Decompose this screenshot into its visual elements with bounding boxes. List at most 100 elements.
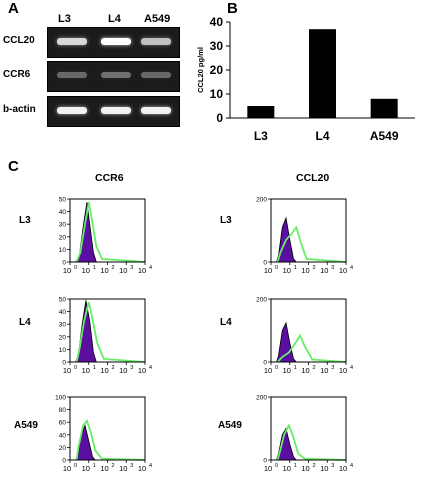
hist-x-tick-exponent: 0 bbox=[275, 265, 278, 271]
bar-y-tick-label: 20 bbox=[210, 63, 224, 77]
gel-band bbox=[57, 107, 87, 114]
hist-y-tick-label: 40 bbox=[59, 209, 67, 216]
hist-x-tick-label: 10 bbox=[82, 366, 90, 375]
hist-x-tick-label: 10 bbox=[82, 464, 90, 473]
hist-x-tick-exponent: 1 bbox=[294, 463, 297, 469]
hist-y-tick-label: 40 bbox=[59, 309, 67, 316]
bar-category-label: A549 bbox=[370, 129, 399, 143]
bar-y-tick-label: 30 bbox=[210, 39, 224, 53]
column-title-ccr6: CCR6 bbox=[95, 172, 124, 184]
hist-x-tick-exponent: 1 bbox=[294, 265, 297, 271]
hist-x-tick-exponent: 0 bbox=[74, 365, 77, 371]
gel-row-label-ccl20: CCL20 bbox=[3, 35, 35, 46]
hist-y-tick-label: 30 bbox=[59, 222, 67, 229]
stained-histogram bbox=[75, 419, 146, 461]
bar-y-tick-label: 40 bbox=[210, 15, 224, 29]
lane-label-l3: L3 bbox=[58, 13, 71, 25]
hist-x-tick-label: 10 bbox=[283, 464, 291, 473]
hist-x-tick-label: 10 bbox=[283, 366, 291, 375]
gel-row-label-b-actin: b-actin bbox=[3, 104, 36, 115]
hist-x-tick-exponent: 1 bbox=[294, 365, 297, 371]
hist-x-tick-label: 10 bbox=[63, 464, 71, 473]
hist-row-label-l3-right: L3 bbox=[220, 215, 232, 226]
hist-y-tick-label: 200 bbox=[256, 297, 267, 304]
hist-x-tick-exponent: 4 bbox=[149, 463, 152, 469]
hist-row-label-l4-left: L4 bbox=[19, 317, 31, 328]
stained-histogram bbox=[276, 225, 347, 263]
hist-x-tick-label: 10 bbox=[100, 464, 108, 473]
hist-x-tick-exponent: 2 bbox=[112, 365, 115, 371]
hist-row-label-a549-right: A549 bbox=[218, 420, 242, 431]
hist-y-tick-label: 30 bbox=[59, 322, 67, 329]
hist-x-tick-label: 10 bbox=[138, 266, 146, 275]
hist-x-tick-exponent: 0 bbox=[74, 265, 77, 271]
hist-x-tick-label: 10 bbox=[63, 366, 71, 375]
isotype-histogram bbox=[276, 427, 298, 461]
hist-x-tick-exponent: 4 bbox=[149, 365, 152, 371]
hist-y-tick-label: 10 bbox=[59, 247, 67, 254]
hist-x-tick-label: 10 bbox=[119, 464, 127, 473]
hist-x-tick-exponent: 1 bbox=[93, 265, 96, 271]
gel-band bbox=[141, 38, 171, 45]
hist-y-tick-label: 80 bbox=[59, 407, 67, 414]
bar-l3 bbox=[247, 106, 275, 118]
hist-x-tick-label: 10 bbox=[320, 464, 328, 473]
hist-x-tick-exponent: 2 bbox=[313, 463, 316, 469]
gel-row-label-ccr6: CCR6 bbox=[3, 69, 31, 80]
hist-y-tick-label: 50 bbox=[59, 197, 67, 204]
hist-x-tick-exponent: 4 bbox=[149, 265, 152, 271]
gel-band bbox=[101, 38, 131, 45]
hist-x-tick-label: 10 bbox=[339, 266, 347, 275]
hist-x-tick-label: 10 bbox=[301, 464, 309, 473]
bar-y-axis-label: CCL20 pg/ml bbox=[196, 47, 205, 93]
hist-x-tick-label: 10 bbox=[119, 366, 127, 375]
hist-row-label-l3-left: L3 bbox=[19, 215, 31, 226]
hist-y-tick-label: 0 bbox=[62, 458, 66, 465]
hist-y-tick-label: 200 bbox=[256, 197, 267, 204]
hist-x-tick-label: 10 bbox=[100, 266, 108, 275]
hist-x-tick-exponent: 0 bbox=[74, 463, 77, 469]
hist-y-tick-label: 10 bbox=[59, 347, 67, 354]
hist-x-tick-label: 10 bbox=[63, 266, 71, 275]
hist-x-tick-exponent: 1 bbox=[93, 365, 96, 371]
hist-x-tick-label: 10 bbox=[301, 266, 309, 275]
hist-y-tick-label: 40 bbox=[59, 432, 67, 439]
hist-x-tick-label: 10 bbox=[339, 464, 347, 473]
hist-x-tick-exponent: 4 bbox=[350, 365, 353, 371]
bar-y-tick-label: 10 bbox=[210, 87, 224, 101]
panel-b-letter: B bbox=[227, 0, 238, 17]
hist-y-tick-label: 0 bbox=[62, 360, 66, 367]
hist-x-tick-exponent: 1 bbox=[93, 463, 96, 469]
hist-y-tick-label: 20 bbox=[59, 334, 67, 341]
hist-x-tick-exponent: 3 bbox=[130, 463, 133, 469]
hist-x-tick-label: 10 bbox=[283, 266, 291, 275]
hist-x-tick-label: 10 bbox=[119, 266, 127, 275]
bar-l4 bbox=[309, 29, 336, 119]
hist-y-tick-label: 0 bbox=[263, 360, 267, 367]
bar-a549 bbox=[370, 98, 398, 118]
stained-histogram bbox=[75, 301, 146, 363]
hist-x-tick-label: 10 bbox=[82, 266, 90, 275]
hist-x-tick-exponent: 3 bbox=[331, 463, 334, 469]
panel-a-letter: A bbox=[8, 0, 19, 17]
hist-x-tick-label: 10 bbox=[100, 366, 108, 375]
stained-histogram bbox=[276, 333, 347, 363]
hist-y-tick-label: 100 bbox=[55, 395, 66, 402]
hist-x-tick-exponent: 2 bbox=[112, 265, 115, 271]
gel-band bbox=[101, 72, 131, 78]
hist-x-tick-exponent: 3 bbox=[130, 365, 133, 371]
hist-row-label-a549-left: A549 bbox=[14, 420, 38, 431]
panel-c-letter: C bbox=[8, 158, 19, 175]
hist-y-tick-label: 20 bbox=[59, 445, 67, 452]
hist-y-tick-label: 200 bbox=[256, 395, 267, 402]
hist-y-tick-label: 0 bbox=[263, 458, 267, 465]
hist-x-tick-exponent: 3 bbox=[331, 365, 334, 371]
hist-x-tick-exponent: 3 bbox=[130, 265, 133, 271]
